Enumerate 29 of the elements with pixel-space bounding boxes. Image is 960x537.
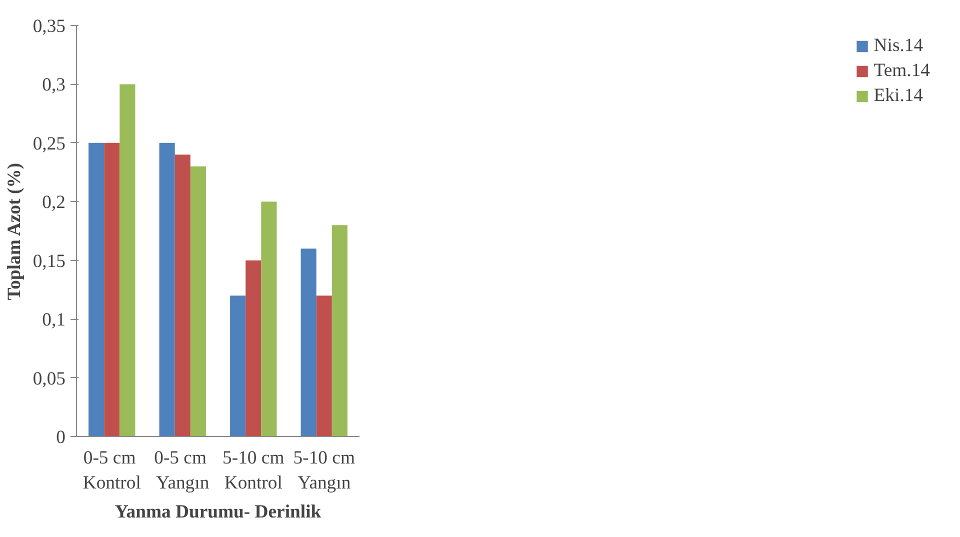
x-axis-title: Yanma Durumu- Derinlik <box>114 502 322 523</box>
x-tick-label: 5-10 cm Kontrol <box>222 448 285 494</box>
bar <box>316 296 332 436</box>
bar <box>332 225 348 436</box>
x-tick-label: 0-5 cm Kontrol <box>82 448 141 494</box>
y-axis-title: Toplam Azot (%) <box>4 162 25 300</box>
x-tick-label: 5-10 cm Yangın <box>293 448 356 494</box>
legend-label: Eki.14 <box>874 85 924 107</box>
legend-label: Tem.14 <box>874 60 930 82</box>
y-tick-label: 0,2 <box>42 192 66 214</box>
bar <box>159 142 175 436</box>
bar <box>120 84 136 436</box>
legend-label: Nis.14 <box>874 35 924 57</box>
y-tick-label: 0,1 <box>42 310 66 331</box>
y-tick-label: 0,05 <box>32 368 66 390</box>
bar <box>174 154 190 436</box>
bar <box>261 202 277 436</box>
y-tick-label: 0,3 <box>42 74 66 96</box>
x-tick-label: 0-5 cm Yangın <box>154 448 210 494</box>
bar <box>246 260 262 436</box>
bar <box>190 166 206 436</box>
bar <box>104 142 120 436</box>
bar <box>230 296 246 436</box>
y-tick-label: 0,25 <box>32 133 66 154</box>
y-tick-label: 0,35 <box>32 16 66 37</box>
y-tick-label: 0 <box>56 427 66 448</box>
y-tick-label: 0,15 <box>32 250 66 272</box>
bar <box>88 142 104 436</box>
bar <box>300 248 316 436</box>
